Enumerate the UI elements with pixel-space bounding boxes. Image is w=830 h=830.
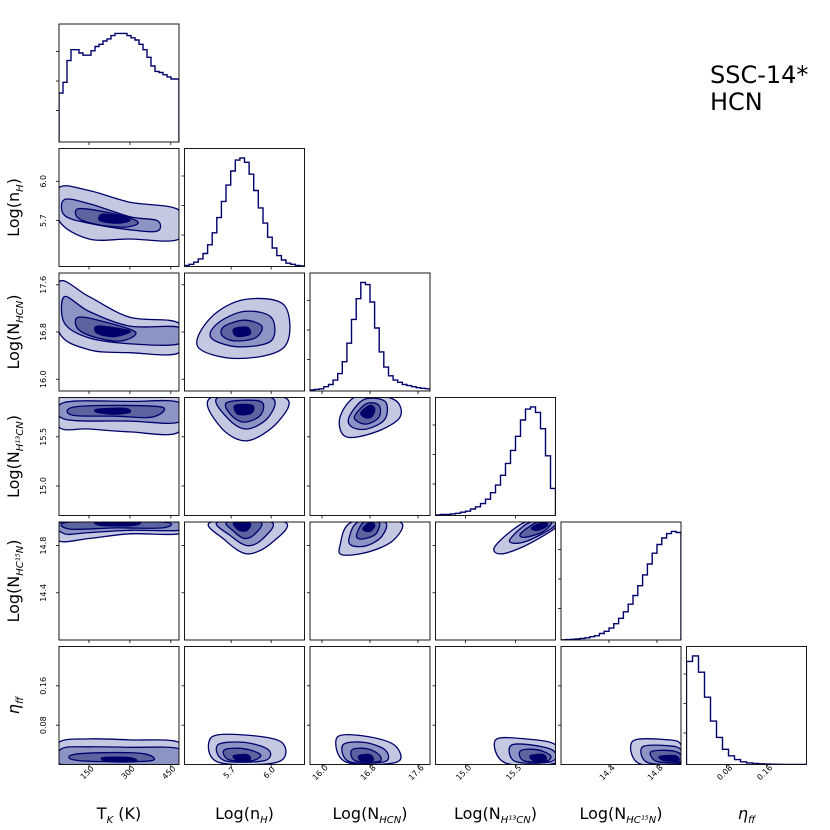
panel-nh13-vs-nhcn — [307, 397, 431, 519]
contour-nh-tk-level-4 — [98, 213, 131, 224]
contour-nhc15-nh13-level-4 — [530, 522, 549, 532]
x-tick-label: 17.6 — [407, 763, 426, 782]
x-tick-label: 450 — [160, 764, 177, 781]
x-tick-label: 16.0 — [311, 763, 330, 782]
contour-nhc15-nhcn-level-4 — [362, 522, 376, 533]
y-tick-label: 15.5 — [39, 428, 48, 446]
panel-frame — [184, 521, 305, 641]
x-tick-label: 16.8 — [359, 763, 378, 782]
panel-nhcn-vs-nh — [181, 272, 305, 394]
histogram-nhcn — [310, 281, 430, 391]
panel-nhc15-vs-nh13 — [432, 521, 556, 643]
panel-nh13-vs-tk: 15.0 15.5 — [39, 397, 180, 519]
panel-nhcn-vs-nhcn — [307, 272, 431, 394]
annotation-line-1: SSC-14* — [710, 61, 809, 89]
y-tick-label: 0.16 — [39, 677, 48, 695]
contour-nhcn-tk-level-4 — [94, 325, 131, 338]
panel-nh13-vs-nh — [181, 397, 305, 519]
y-tick-label: 14.8 — [39, 537, 48, 555]
x-tick-label: 0.08 — [715, 763, 734, 782]
y-tick-label: 16.8 — [39, 323, 48, 341]
y-tick-label: 14.4 — [39, 584, 48, 602]
panel-frame — [184, 148, 305, 267]
x-tick-label: 0.16 — [755, 763, 774, 782]
panel-nhcn-vs-tk: 16.0 16.8 17.6 — [39, 272, 180, 394]
contour-nhcn-nh-level-4 — [232, 326, 252, 338]
y-tick-label: 0.08 — [39, 716, 48, 734]
histogram-nhc15 — [561, 530, 681, 640]
x-axis-label-nh: Log(nH) — [215, 804, 274, 826]
x-axis-label-nhc15: Log(NHC¹⁵N) — [579, 804, 662, 826]
y-axis-label-nhc15: Log(NHC¹⁵N) — [4, 539, 26, 622]
panel-nh13-vs-nh13 — [432, 397, 556, 519]
panel-frame — [560, 646, 682, 765]
panel-frame — [184, 397, 305, 516]
panel-eta-vs-nhc15: 14.4 14.8 — [558, 646, 682, 782]
panel-eta-vs-nh: 5.7 6.0 — [181, 646, 305, 780]
panel-frame — [686, 646, 807, 765]
contour-eta-nhc15-level-4 — [658, 754, 680, 762]
annotation-line-2: HCN — [710, 88, 763, 116]
contour-eta-nhcn-level-4 — [357, 753, 375, 762]
contour-nhc15-tk-level-4 — [94, 522, 142, 527]
y-tick-label: 6.0 — [39, 175, 48, 188]
x-tick-label: 14.4 — [598, 763, 617, 782]
panel-nh-vs-nh — [181, 148, 305, 270]
panel-eta-vs-tk: 150 300 450 0.08 0.16 — [39, 646, 180, 781]
panel-frame — [184, 646, 305, 765]
y-tick-label: 17.6 — [39, 276, 48, 294]
panel-frame — [58, 646, 180, 765]
panel-eta-vs-eta: 0.08 0.16 — [683, 646, 807, 782]
contour-nhc15-nh-level-4 — [232, 522, 252, 532]
histogram-eta — [686, 655, 807, 765]
panel-tk-vs-tk — [56, 23, 180, 145]
contour-eta-tk-level-4 — [100, 756, 138, 763]
contour-nh13-tk-level-4 — [93, 407, 132, 415]
x-axis-label-nh13: Log(NH¹³CN) — [454, 804, 537, 826]
x-tick-label: 15.5 — [504, 763, 523, 782]
panel-nh-vs-tk: 5.7 6.0 — [39, 148, 180, 270]
x-axis-label-eta: ηff — [738, 804, 757, 826]
x-tick-label: 15.0 — [454, 763, 473, 782]
y-tick-label: 15.0 — [39, 477, 48, 495]
contour-nh13-nhcn-level-4 — [360, 404, 376, 419]
panel-frame — [58, 148, 180, 267]
y-tick-label: 5.7 — [39, 214, 48, 227]
panel-frame — [435, 397, 556, 516]
panel-nhc15-vs-tk: 14.4 14.8 — [39, 521, 180, 643]
panel-frame — [435, 521, 556, 641]
panel-eta-vs-nh13: 15.0 15.5 — [432, 646, 556, 782]
y-tick-label: 16.0 — [39, 370, 48, 388]
panel-eta-vs-nhcn: 16.0 16.8 17.6 — [307, 646, 431, 782]
x-tick-label: 5.7 — [222, 765, 237, 780]
y-axis-label-nh: Log(nH) — [4, 178, 26, 237]
x-axis-label-nhcn: Log(NHCN) — [332, 804, 407, 826]
x-tick-label: 14.8 — [646, 763, 665, 782]
x-tick-label: 300 — [120, 764, 137, 781]
panel-frame — [58, 23, 180, 143]
x-axis-label-tk: TK (K) — [96, 804, 141, 826]
y-axis-label-nhcn: Log(NHCN) — [4, 294, 26, 369]
panel-frame — [435, 646, 556, 765]
panel-frame — [58, 521, 180, 641]
x-tick-label: 6.0 — [262, 765, 277, 780]
panel-frame — [560, 521, 682, 641]
annotation-text: SSC-14* HCN — [710, 62, 808, 116]
y-axis-label-nh13: Log(NH¹³CN) — [4, 415, 26, 498]
y-axis-label-eta: ηff — [4, 695, 26, 714]
histogram-nh — [184, 157, 305, 267]
contour-nh13-nh-level-4 — [233, 403, 255, 416]
histogram-tk — [59, 32, 179, 142]
histogram-nh13 — [435, 406, 556, 516]
contour-eta-nh13-level-4 — [529, 753, 547, 762]
panel-nhc15-vs-nhcn — [307, 521, 431, 643]
x-tick-label: 150 — [79, 764, 96, 781]
panel-nhc15-vs-nhc15 — [558, 521, 682, 643]
contour-eta-nh-level-4 — [232, 753, 252, 761]
panel-frame — [58, 397, 180, 516]
panel-nhc15-vs-nh — [181, 521, 305, 643]
